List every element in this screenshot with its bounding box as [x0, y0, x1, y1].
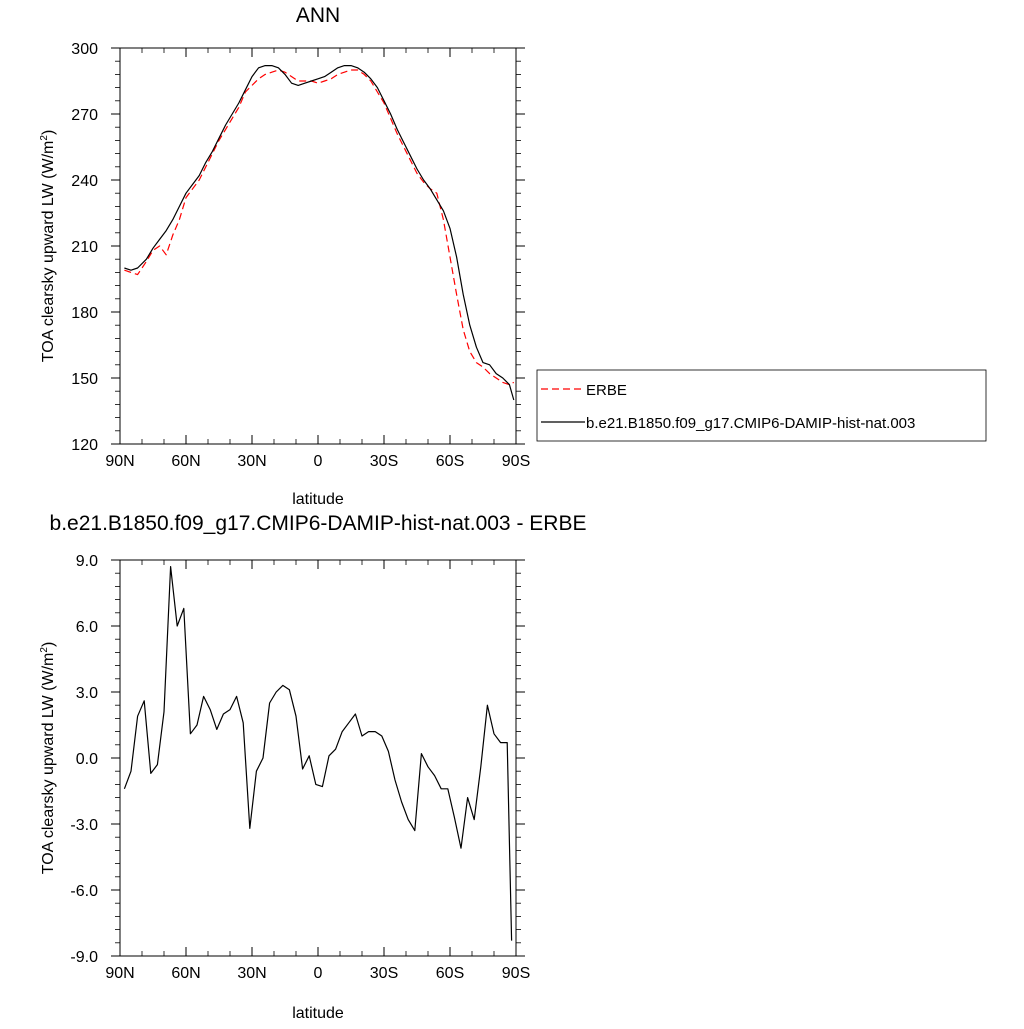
top-series: [124, 64, 515, 401]
top-y-tick-label: 210: [71, 239, 98, 256]
top-x-tick-label: 0: [314, 453, 323, 470]
top-y-tick-label: 240: [71, 173, 98, 190]
top-plot-frame: [119, 47, 517, 445]
top-y-axis-label: TOA clearsky upward LW (W/m2): [39, 130, 57, 363]
top-y-tick-label: 150: [71, 371, 98, 388]
bottom-x-tick-label: 30N: [237, 965, 266, 982]
top-series-model-line: [124, 64, 515, 401]
top-series-erbe-line: [124, 69, 515, 386]
bottom-y-axis-label: TOA clearsky upward LW (W/m2): [39, 642, 57, 875]
bottom-y-tick-label: -6.0: [70, 883, 98, 900]
bottom-y-tick-label: 6.0: [76, 619, 98, 636]
legend-model-label: b.e21.B1850.f09_g17.CMIP6-DAMIP-hist-nat…: [586, 415, 915, 432]
top-y-axis-label-sup: 2: [39, 135, 50, 141]
bottom-ticks: 90N 60N 30N 0 30S 60S 90S -9.0 -6.0 -3.0 0.0 3.0 6.0…: [70, 553, 530, 982]
top-y-axis-label-close: ): [40, 130, 57, 135]
bottom-y-tick-label: 9.0: [76, 553, 98, 570]
top-x-tick-label: 30N: [237, 453, 266, 470]
bottom-y-tick-label: 0.0: [76, 751, 98, 768]
bottom-x-tick-label: 60S: [436, 965, 464, 982]
bottom-x-axis-label: latitude: [292, 1005, 344, 1022]
top-panel-title: ANN: [296, 4, 340, 27]
legend: ERBE b.e21.B1850.f09_g17.CMIP6-DAMIP-his…: [536, 369, 987, 442]
bottom-x-tick-label: 90S: [502, 965, 530, 982]
bottom-y-tick-label: -9.0: [70, 949, 98, 966]
bottom-x-tick-label: 0: [314, 965, 323, 982]
top-x-tick-label: 30S: [370, 453, 398, 470]
top-panel: ANN 90N 60N 30N 0 30S 60S 90S 120 150 180 210 240 27…: [39, 4, 987, 508]
top-x-axis-label: latitude: [292, 491, 344, 508]
bottom-y-axis-label-sup: 2: [39, 647, 50, 653]
bottom-x-tick-label: 90N: [105, 965, 134, 982]
top-y-tick-label: 270: [71, 107, 98, 124]
bottom-x-tick-label: 60N: [171, 965, 200, 982]
bottom-minor-ticks: [115, 560, 521, 956]
top-ticks: 90N 60N 30N 0 30S 60S 90S 120 150 180 210 240 270 300: [71, 41, 530, 470]
legend-erbe-label: ERBE: [586, 382, 627, 399]
bottom-x-tick-label: 30S: [370, 965, 398, 982]
top-x-tick-label: 90N: [105, 453, 134, 470]
top-x-tick-label: 60N: [171, 453, 200, 470]
top-y-tick-label: 120: [71, 437, 98, 454]
top-y-axis-label-main: TOA clearsky upward LW (W/m: [40, 141, 57, 363]
top-x-tick-label: 60S: [436, 453, 464, 470]
bottom-y-axis-label-close: ): [40, 642, 57, 647]
top-x-tick-label: 90S: [502, 453, 530, 470]
top-minor-ticks: [115, 48, 521, 444]
top-y-tick-label: 180: [71, 305, 98, 322]
bottom-y-tick-label: -3.0: [70, 817, 98, 834]
bottom-series: [123, 565, 513, 941]
bottom-y-tick-label: 3.0: [76, 685, 98, 702]
top-y-tick-label: 300: [71, 41, 98, 58]
bottom-series-difference-line: [123, 565, 513, 941]
bottom-panel: b.e21.B1850.f09_g17.CMIP6-DAMIP-hist-nat…: [39, 512, 586, 1022]
legend-box: [536, 369, 987, 442]
bottom-panel-title: b.e21.B1850.f09_g17.CMIP6-DAMIP-hist-nat…: [50, 512, 587, 535]
bottom-y-axis-label-main: TOA clearsky upward LW (W/m: [40, 653, 57, 875]
